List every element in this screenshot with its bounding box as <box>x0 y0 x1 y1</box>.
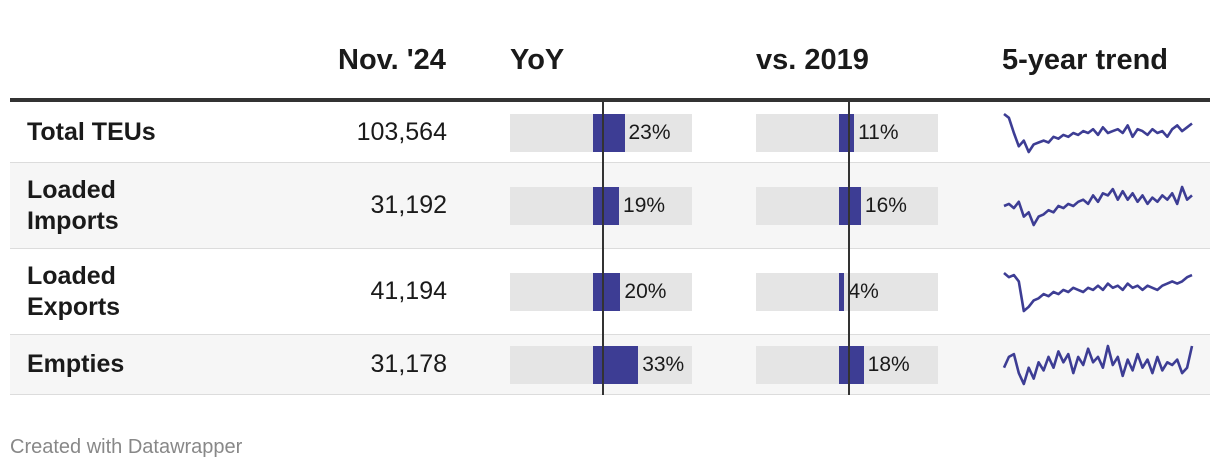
vs2019-data-label: 11% <box>858 120 899 144</box>
yoy-data-label: 20% <box>624 280 667 303</box>
vs2019-bar-track <box>756 273 938 311</box>
row-divider <box>10 334 1210 335</box>
trend-line <box>1003 272 1193 313</box>
row-value: 31,192 <box>370 191 447 219</box>
header-5-year-trend: 5-year trend <box>1002 44 1169 76</box>
trend-sparkline <box>1003 112 1193 153</box>
vs2019-bar <box>839 187 861 225</box>
yoy-bar <box>593 346 639 384</box>
credit-text: Created with Datawrapper <box>10 436 243 458</box>
vs2019-bar <box>839 113 855 152</box>
trend-sparkline <box>1003 185 1193 227</box>
trend-line <box>1003 112 1193 153</box>
header-nov24: Nov. '24 <box>338 44 446 76</box>
yoy-bar <box>593 273 621 311</box>
vs2019-data-label: 4% <box>848 280 879 303</box>
row-divider <box>10 248 1210 249</box>
vs2019-data-label: 18% <box>867 353 910 376</box>
yoy-bar <box>593 113 625 152</box>
row-divider <box>10 394 1210 395</box>
yoy-data-label: 33% <box>642 353 685 376</box>
vs2019-zero-axis <box>848 100 850 395</box>
row-value: 31,178 <box>370 350 447 378</box>
vs2019-bar <box>839 273 845 311</box>
trend-line <box>1003 185 1193 227</box>
header-vs-2019: vs. 2019 <box>756 44 869 76</box>
header-rule <box>10 98 1210 102</box>
trend-sparkline <box>1002 344 1194 386</box>
trend-line <box>1002 344 1194 386</box>
yoy-bar <box>593 187 620 225</box>
row-value: 41,194 <box>370 277 447 305</box>
row-label: Empties <box>27 350 125 378</box>
yoy-zero-axis <box>602 100 604 395</box>
row-label: Loaded Imports <box>27 176 119 235</box>
yoy-data-label: 23% <box>628 120 671 144</box>
vs2019-data-label: 16% <box>864 194 907 217</box>
trend-sparkline <box>1003 272 1193 313</box>
table-row: Empties 31,178 33% 18% <box>10 335 1210 395</box>
table-row: Loaded Exports 41,194 20% 4% <box>10 249 1210 335</box>
row-label: Total TEUs <box>27 117 156 146</box>
table-row: Loaded Imports 31,192 19% 16% <box>10 163 1210 249</box>
header-yoy: YoY <box>510 44 565 76</box>
table-row: Total TEUs 103,564 23% 11% <box>10 102 1210 163</box>
table-header: Nov. '24 YoY vs. 2019 5-year trend <box>10 44 1210 84</box>
vs2019-bar <box>839 346 864 384</box>
row-value: 103,564 <box>356 117 447 146</box>
row-divider <box>10 162 1210 163</box>
row-label: Loaded Exports <box>27 262 121 321</box>
yoy-data-label: 19% <box>623 194 666 217</box>
